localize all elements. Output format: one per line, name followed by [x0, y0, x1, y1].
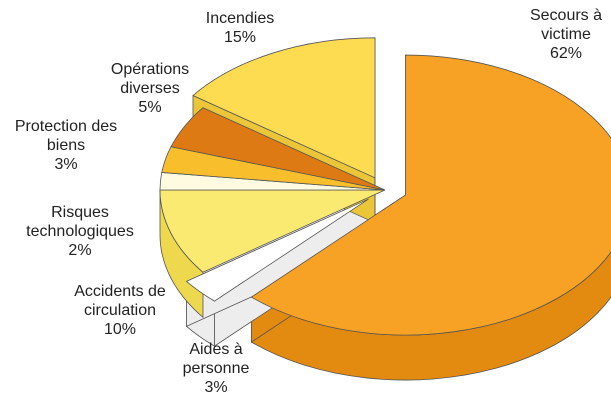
slice-name-line: diverses	[120, 80, 180, 97]
slice-name-line: Incendies	[205, 10, 275, 27]
slice-name-line: Accidents de	[74, 283, 166, 300]
slice-percent: 15%	[223, 29, 257, 46]
slice-percent: 2%	[68, 242, 92, 259]
slice-name-line: technologiques	[26, 223, 134, 240]
slice-label-secours-victime: Secours à victime 62%	[530, 6, 602, 63]
slice-percent: 3%	[204, 379, 228, 396]
slice-label-accidents-circulation: Accidents de circulation 10%	[74, 282, 166, 339]
slice-name-line: victime	[541, 26, 591, 43]
slice-percent: 62%	[549, 45, 583, 62]
slice-accidents-de-circulation	[159, 189, 386, 273]
slice-name-line: Protection des	[14, 118, 118, 135]
slice-name-line: personne	[182, 360, 250, 377]
slice-aides-a-personne	[185, 198, 369, 302]
slice-percent: 3%	[54, 156, 78, 173]
slice-label-protection-biens: Protection des biens 3%	[15, 117, 117, 174]
slice-name-line: Secours à	[529, 7, 603, 24]
slice-percent: 5%	[138, 99, 162, 116]
slice-name-line: Opérations	[110, 61, 190, 78]
slice-name-line: biens	[46, 137, 86, 154]
slice-secours-a-victime	[250, 54, 611, 336]
slice-label-operations-diverses: Opérations diverses 5%	[111, 60, 189, 117]
slice-name-line: Aides à	[189, 341, 243, 358]
slice-name-line: circulation	[83, 302, 157, 319]
slice-incendies	[192, 37, 376, 179]
slice-name-line: Risques	[51, 204, 109, 221]
slice-label-aides-personne: Aides à personne 3%	[183, 340, 250, 397]
pie-slices-layer	[159, 37, 611, 336]
slice-label-incendies: Incendies 15%	[206, 9, 275, 47]
slice-operations-diverses	[170, 107, 386, 191]
slice-label-risques-technologiques: Risques technologiques 2%	[26, 203, 134, 260]
slice-percent: 10%	[103, 321, 137, 338]
